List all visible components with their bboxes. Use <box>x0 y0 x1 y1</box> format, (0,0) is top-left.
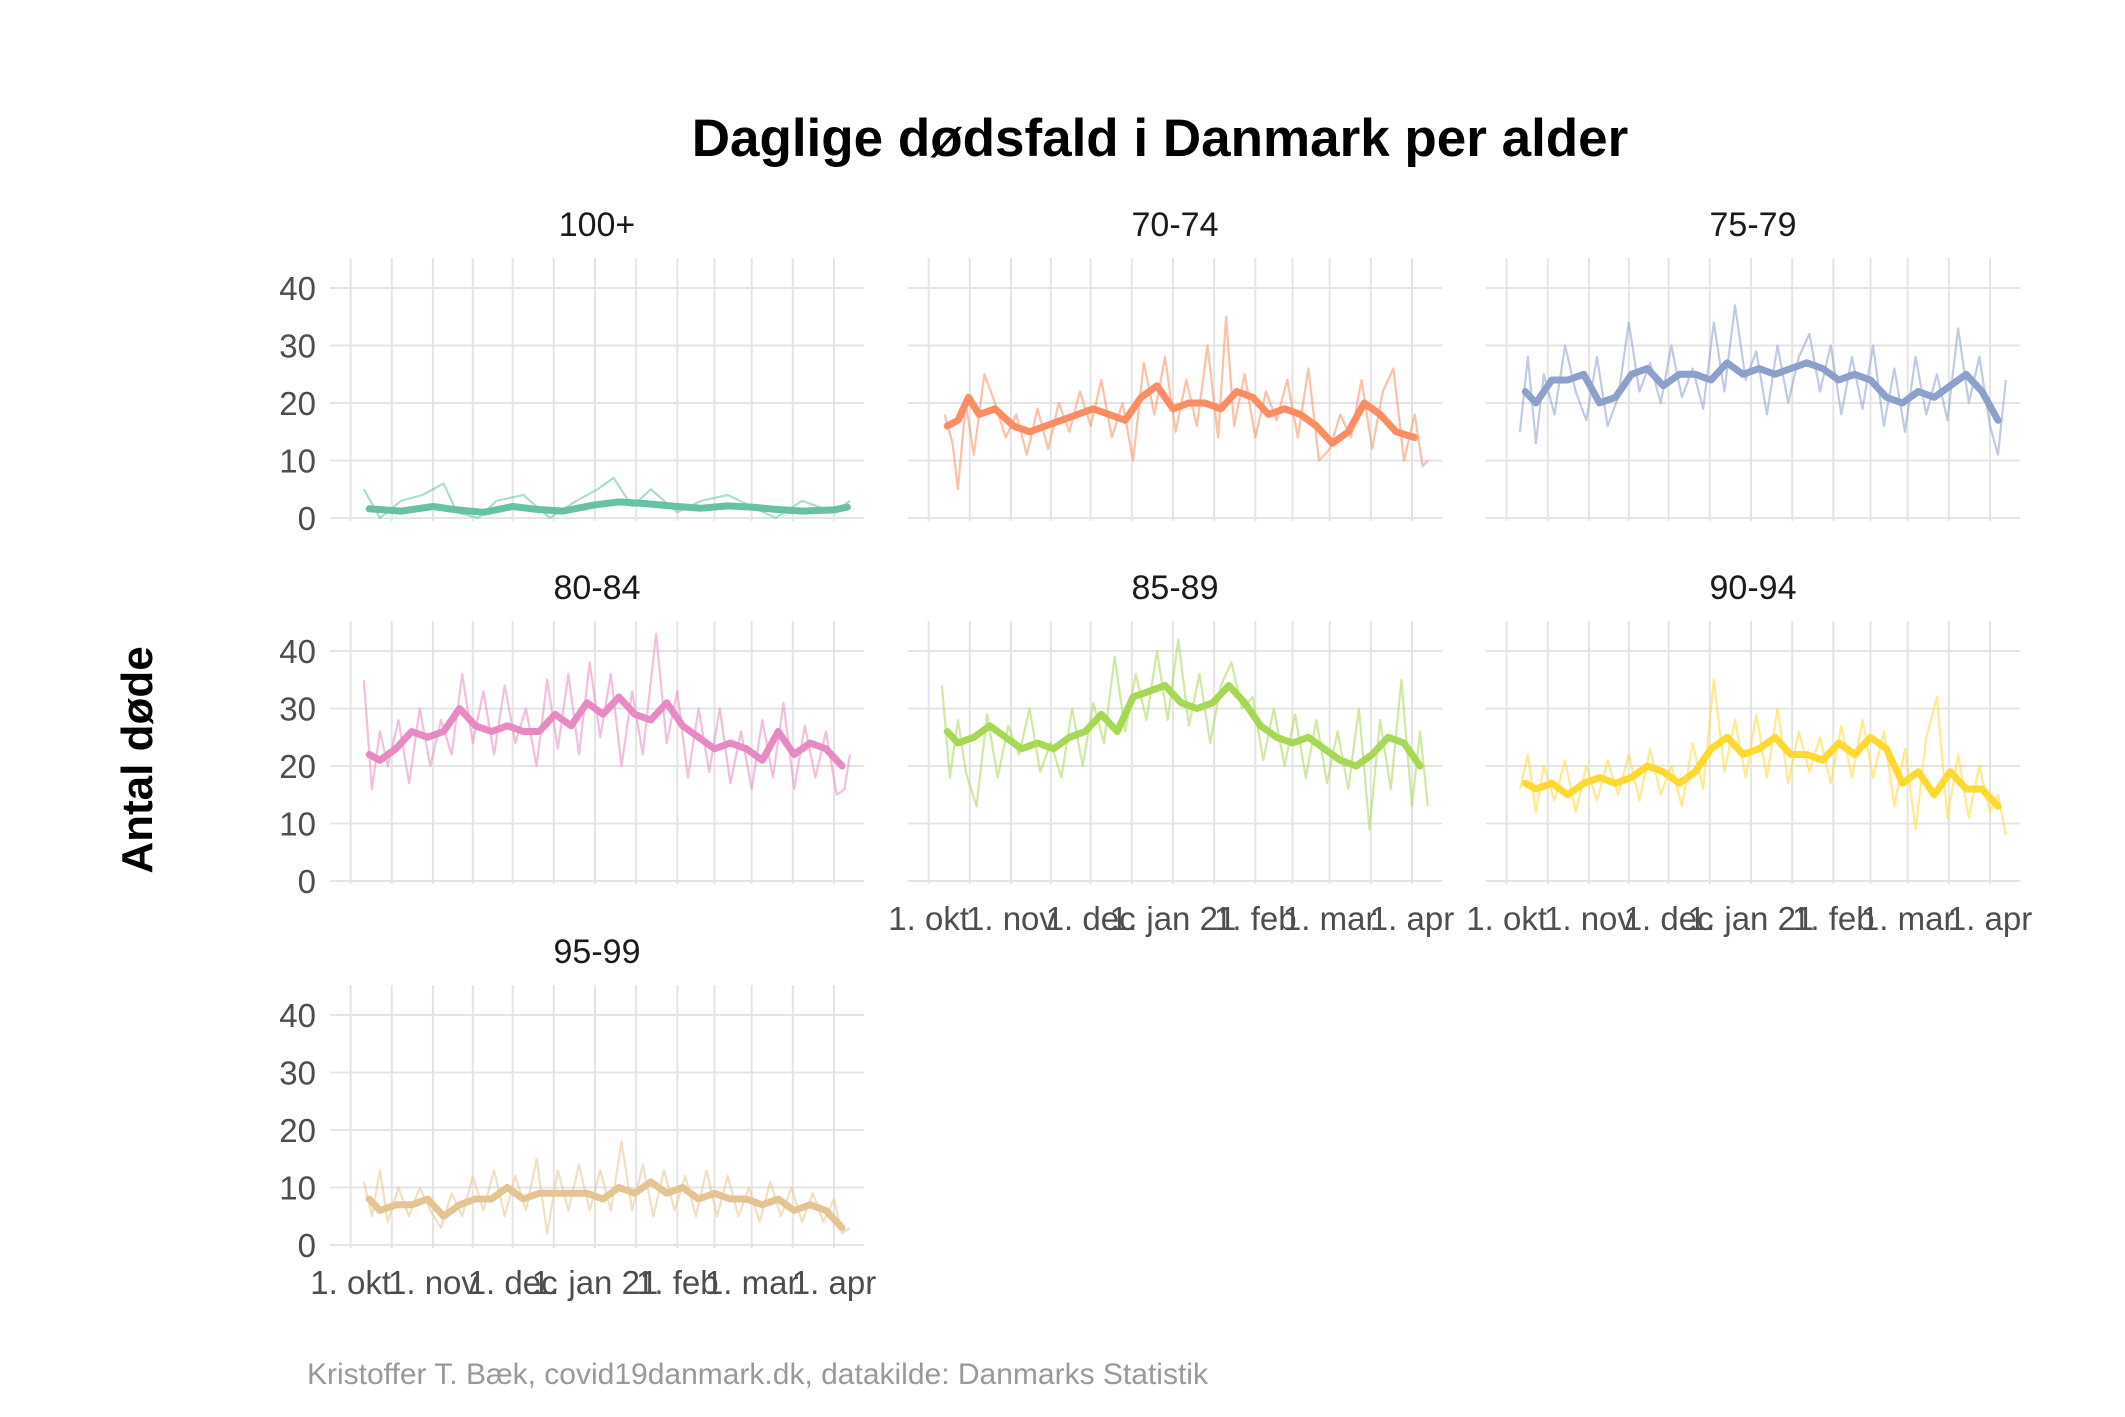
x-tick-label: 1. nov <box>1544 900 1634 937</box>
facet-strip-label: 80-84 <box>554 569 641 607</box>
y-tick-label: 0 <box>298 863 316 900</box>
facet-panel-80-84: 80-84 0 10 20 30 40 <box>279 569 864 900</box>
y-tick-label: 30 <box>279 691 316 728</box>
y-axis-label: Antal døde <box>113 646 162 873</box>
facet-strip-label: 70-74 <box>1132 206 1219 244</box>
chart-title: Daglige dødsfald i Danmark per alder <box>692 109 1629 168</box>
y-tick-label: 20 <box>279 1112 316 1149</box>
x-tick-label: 1. feb <box>1214 900 1297 937</box>
series-line-average <box>1521 359 2002 424</box>
y-tick-label: 20 <box>279 748 316 785</box>
chart-caption: Kristoffer T. Bæk, covid19danmark.dk, da… <box>307 1358 1209 1391</box>
facet-panel-70-74: 70-74 <box>908 206 1442 521</box>
facet-panel-75-79: 75-79 <box>1486 206 2020 521</box>
x-tick-label: 1. apr <box>1370 900 1454 937</box>
y-tick-label: 0 <box>298 500 316 537</box>
x-tick-label: 1. jan 21 <box>1688 900 1815 937</box>
x-tick-label: 1. apr <box>1948 900 2032 937</box>
x-tick-label: 1. jan 21 <box>1110 900 1237 937</box>
x-tick-label: 1. okt <box>1466 900 1547 937</box>
x-tick-label: 1. dec <box>1046 900 1136 937</box>
x-tick-label: 1. nov <box>388 1264 478 1301</box>
facet-strip-label: 85-89 <box>1132 569 1219 607</box>
x-tick-label: 1. mar <box>1861 900 1955 937</box>
facet-strip-label: 100+ <box>559 206 636 244</box>
x-tick-label: 1. okt <box>888 900 969 937</box>
x-tick-label: 1. mar <box>705 1264 799 1301</box>
series-line-average <box>365 1178 846 1232</box>
facet-panels: 100+ 0 10 20 30 40 70-74 75-79 80-84 0 10 20 30 40 85-… <box>279 206 2032 1301</box>
x-tick-label: 1. nov <box>966 900 1056 937</box>
series-line-average <box>365 693 846 770</box>
y-tick-label: 30 <box>279 328 316 365</box>
x-tick-label: 1. feb <box>636 1264 719 1301</box>
x-tick-label: 1. feb <box>1792 900 1875 937</box>
y-tick-label: 40 <box>279 270 316 307</box>
series-line-daily <box>362 1140 851 1235</box>
series-line-average <box>365 498 851 516</box>
x-tick-label: 1. dec <box>1624 900 1714 937</box>
series-line-daily <box>1518 678 2007 836</box>
series-line-daily <box>943 315 1429 491</box>
facet-strip-label: 75-79 <box>1710 206 1797 244</box>
series-line-daily <box>940 638 1429 831</box>
series-line-daily <box>362 632 851 796</box>
y-tick-label: 40 <box>279 633 316 670</box>
series-line-average <box>1521 733 2002 810</box>
y-tick-label: 40 <box>279 997 316 1034</box>
facet-panel-100+: 100+ 0 10 20 30 40 <box>279 206 864 537</box>
y-tick-label: 20 <box>279 385 316 422</box>
facet-strip-label: 90-94 <box>1710 569 1797 607</box>
series-line-average <box>943 382 1419 447</box>
y-tick-label: 0 <box>298 1227 316 1264</box>
y-tick-label: 10 <box>279 443 316 480</box>
x-tick-label: 1. apr <box>792 1264 876 1301</box>
x-tick-label: 1. dec <box>468 1264 558 1301</box>
x-tick-label: 1. okt <box>310 1264 391 1301</box>
x-tick-label: 1. jan 21 <box>532 1264 659 1301</box>
series-line-daily <box>1518 304 2007 456</box>
x-tick-label: 1. mar <box>1283 900 1377 937</box>
y-tick-label: 10 <box>279 806 316 843</box>
y-tick-label: 10 <box>279 1170 316 1207</box>
series-line-average <box>943 682 1424 770</box>
y-tick-label: 30 <box>279 1055 316 1092</box>
facet-strip-label: 95-99 <box>554 933 641 971</box>
